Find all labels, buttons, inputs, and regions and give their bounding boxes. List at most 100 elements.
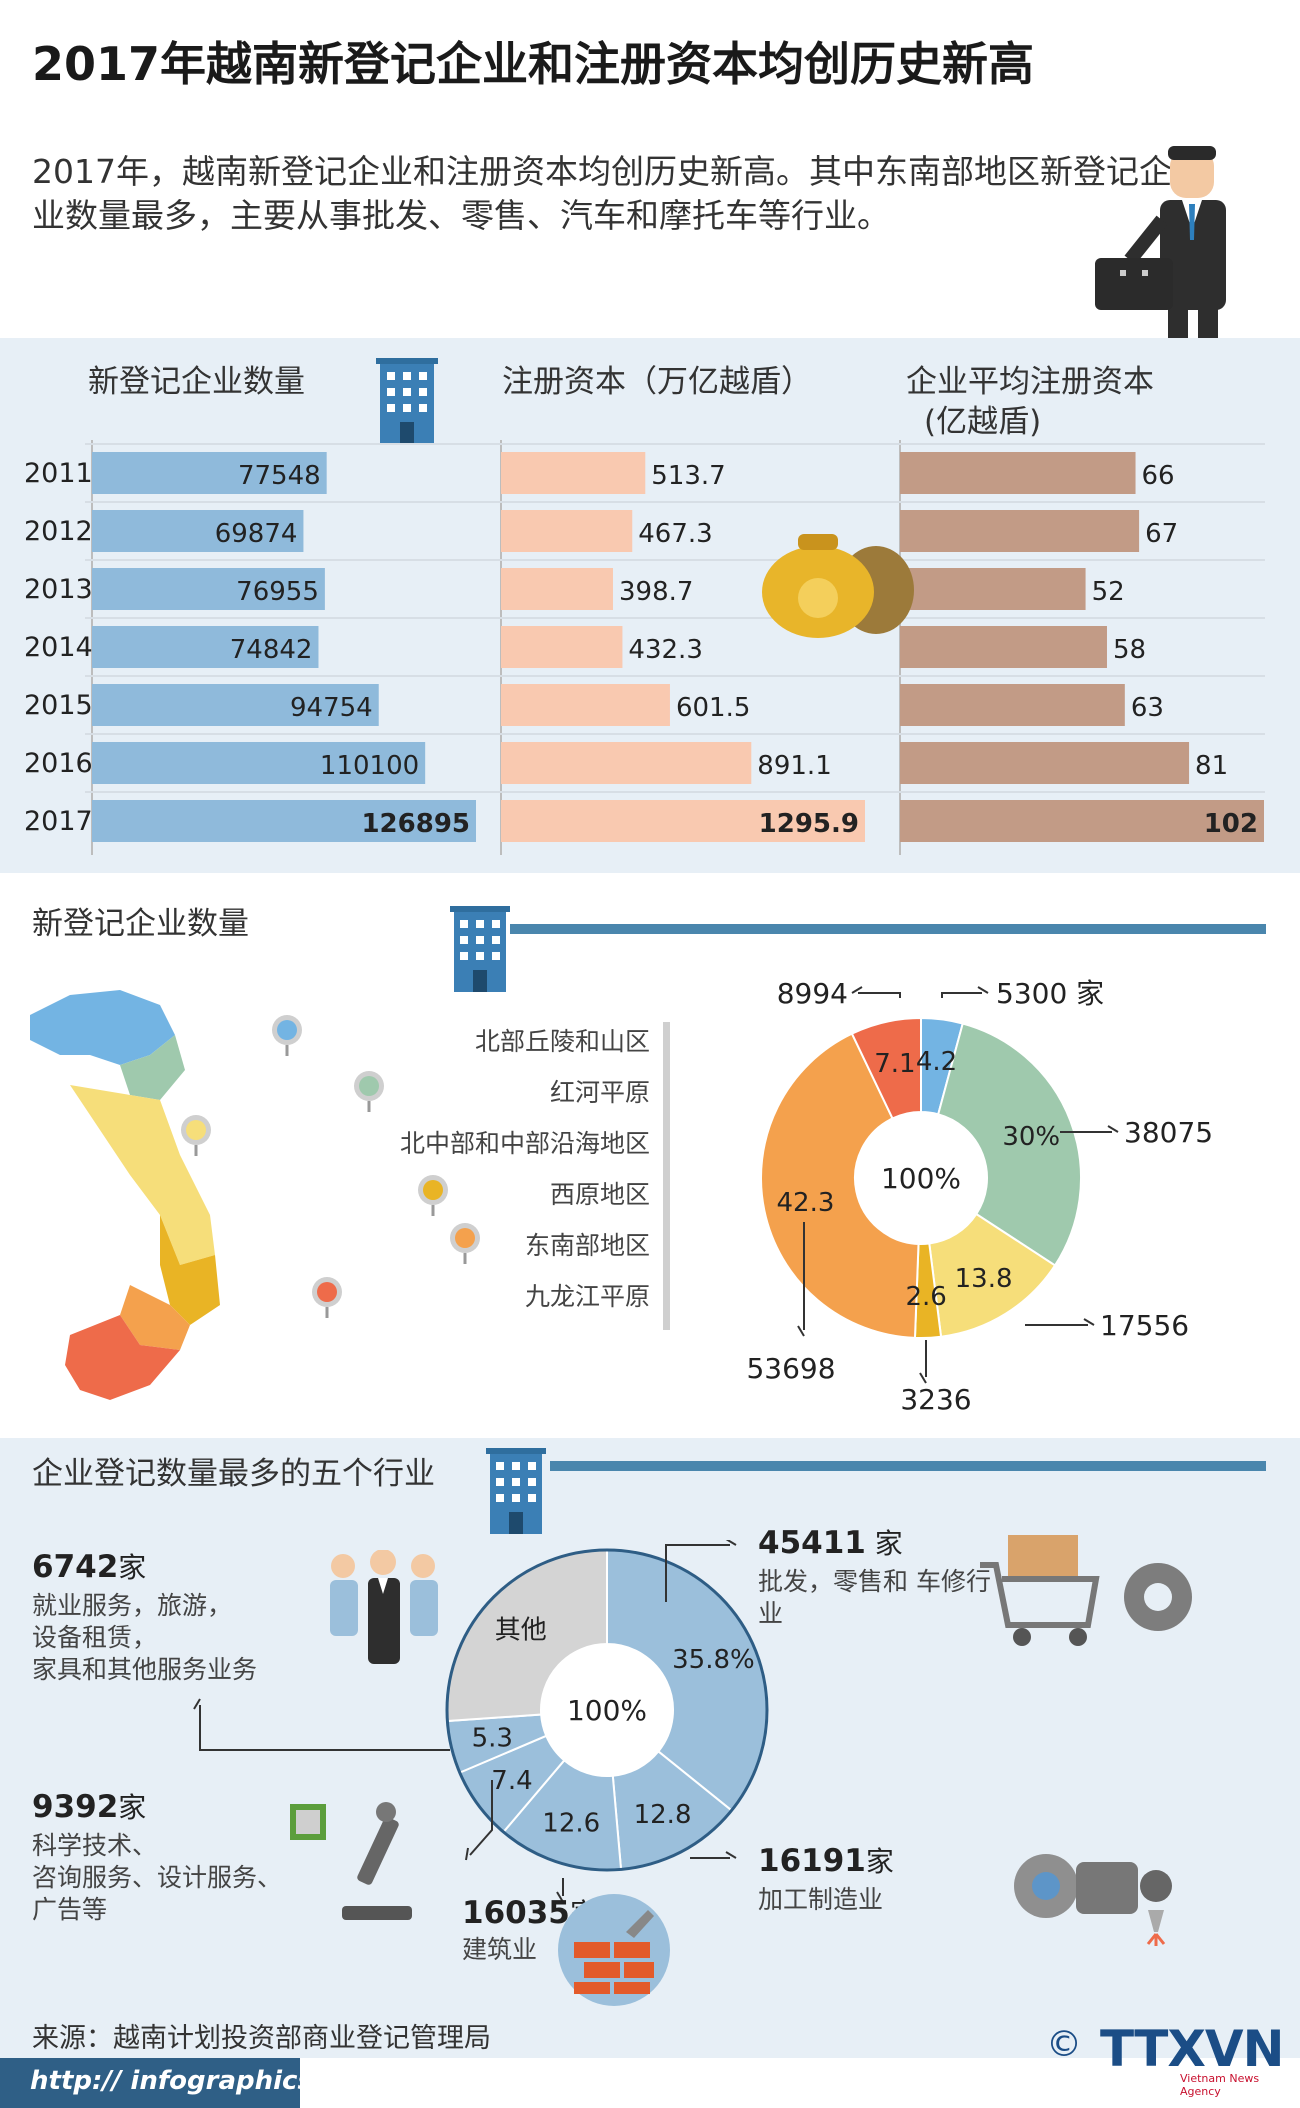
- bar-value-label: 81: [1195, 751, 1228, 781]
- bar: [92, 800, 476, 842]
- bar-value-label: 102: [1204, 809, 1258, 839]
- bar: [92, 626, 319, 668]
- region-section-title: 新登记企业数量: [32, 906, 249, 942]
- bar-value-label: 432.3: [628, 635, 702, 665]
- region-divider: [510, 924, 1266, 934]
- bar: [501, 684, 670, 726]
- region-count-mekong: 8994: [777, 977, 848, 1010]
- bar: [900, 684, 1125, 726]
- bar-value-label: 601.5: [676, 693, 750, 723]
- bar-value-label: 94754: [290, 693, 373, 723]
- bar-value-label: 52: [1092, 577, 1125, 607]
- bar-value-label: 513.7: [651, 461, 725, 491]
- region-donut: 100% 4.2 30% 13.8 2.6 42.3 7.1 8994 5300 家 38…: [746, 977, 1213, 1416]
- source-text: 来源：越南计划投资部商业登记管理局: [32, 2023, 491, 2054]
- legend-central-highlands: 西原地区: [549, 1180, 650, 1209]
- people-icon: [330, 1550, 438, 1664]
- bar-value-label: 126895: [361, 809, 470, 839]
- ttxvn-logo-sub: Vietnam News Agency: [1180, 2072, 1260, 2098]
- ttxvn-logo: TTXVN: [1100, 2020, 1284, 2078]
- bar: [501, 742, 752, 784]
- year-label: 2013: [24, 574, 93, 605]
- copyright-icon: ©: [1046, 2024, 1082, 2065]
- bar: [900, 800, 1264, 842]
- bar-value-label: 891.1: [757, 751, 831, 781]
- slice-label: 其他: [495, 1615, 547, 1645]
- bar-value-label: 63: [1131, 693, 1164, 723]
- footer-url[interactable]: http:// infographics.vn: [30, 2066, 359, 2096]
- year-label: 2012: [24, 516, 93, 547]
- legend-north-mountain: 北部丘陵和山区: [474, 1027, 650, 1056]
- bar: [501, 800, 865, 842]
- building-icon: [450, 906, 510, 992]
- slice-label: 13.8: [955, 1264, 1013, 1294]
- intro-text: 2017年，越南新登记企业和注册资本均创历史新高。其中东南部地区新登记企业数量最…: [32, 152, 1172, 235]
- slice-label: 4.2: [916, 1047, 957, 1077]
- slice-label: 7.4: [491, 1766, 532, 1796]
- industry-divider: [550, 1461, 1266, 1471]
- bar: [501, 510, 633, 552]
- slice-label: 7.1: [874, 1049, 915, 1079]
- region-count-southeast: 53698: [746, 1352, 835, 1385]
- footer-bar: [0, 2058, 300, 2108]
- bar: [501, 452, 646, 494]
- bar: [92, 568, 325, 610]
- legend-red-river: 红河平原: [549, 1078, 650, 1107]
- money-bag-icon: [762, 534, 914, 638]
- bar: [900, 510, 1140, 552]
- bar: [501, 568, 613, 610]
- bar: [92, 452, 327, 494]
- industry-manufacturing: 16191家 加工制造业: [758, 1843, 894, 1914]
- region-count-northcentral: 17556: [1100, 1309, 1189, 1342]
- slice-label: 12.6: [542, 1808, 600, 1838]
- bar-value-label: 69874: [215, 519, 298, 549]
- building-icon: [376, 358, 438, 444]
- pin-icon: [181, 1115, 211, 1156]
- businessman-icon: [1095, 146, 1226, 390]
- bar: [92, 510, 304, 552]
- legend-north-central: 北中部和中部沿海地区: [399, 1129, 650, 1158]
- region-count-north: 5300 家: [996, 977, 1104, 1010]
- bar-value-label: 467.3: [638, 519, 712, 549]
- bar-value-label: 398.7: [619, 577, 693, 607]
- industry-center-label: 100%: [567, 1694, 647, 1727]
- bar-value-label: 58: [1113, 635, 1146, 665]
- bar: [92, 742, 426, 784]
- bar: [900, 626, 1107, 668]
- region-count-redriver: 38075: [1124, 1116, 1213, 1149]
- industry-science: 9392家 科学技术、 咨询服务、设计服务、 广告等: [32, 1789, 283, 1924]
- vietnam-map: [30, 990, 220, 1400]
- industry-section-title: 企业登记数量最多的五个行业: [32, 1456, 435, 1492]
- microscope-icon: [290, 1802, 412, 1920]
- bar-value-label: 66: [1142, 461, 1175, 491]
- bar: [900, 742, 1190, 784]
- col-head-count: 新登记企业数量: [88, 364, 305, 400]
- brick-icon: [558, 1894, 670, 2006]
- slice-label: 5.3: [472, 1724, 513, 1754]
- industry-services: 6742家 就业服务，旅游， 设备租赁， 家具和其他服务业务: [32, 1549, 258, 1684]
- slice-label: 12.8: [634, 1800, 692, 1830]
- year-label: 2014: [24, 632, 93, 663]
- col-head-avg: 企业平均注册资本 (亿越盾): [906, 364, 1154, 440]
- bar: [900, 452, 1136, 494]
- slice-label: 42.3: [777, 1188, 835, 1218]
- page-title: 2017年越南新登记企业和注册资本均创历史新高: [32, 37, 1035, 91]
- donut-slice: [850, 1016, 922, 1120]
- legend-bar: [663, 1022, 670, 1330]
- cart-gear-icon: [980, 1535, 1192, 1646]
- bar-value-label: 77548: [238, 461, 321, 491]
- building-icon: [486, 1448, 546, 1534]
- industry-wholesale: 45411 家 批发，零售和 车修行业: [758, 1525, 991, 1628]
- legend-southeast: 东南部地区: [524, 1231, 650, 1260]
- year-label: 2011: [24, 458, 93, 489]
- bar-value-label: 1295.9: [759, 809, 859, 839]
- industry-donut: 100% 35.8% 12.8 12.6 7.4 5.3 其他: [193, 1540, 769, 1903]
- bar: [92, 684, 379, 726]
- bar-table: 2011 2012 2013 2014 2015 2016 2017 77548 69874 76…: [24, 440, 1265, 855]
- slice-label: 30%: [1002, 1122, 1060, 1152]
- bar-value-label: 110100: [320, 751, 419, 781]
- donut-outline: [445, 1548, 769, 1872]
- col-head-capital: 注册资本（万亿越盾）: [502, 364, 812, 400]
- region-center-label: 100%: [881, 1162, 961, 1195]
- bar-value-label: 74842: [230, 635, 313, 665]
